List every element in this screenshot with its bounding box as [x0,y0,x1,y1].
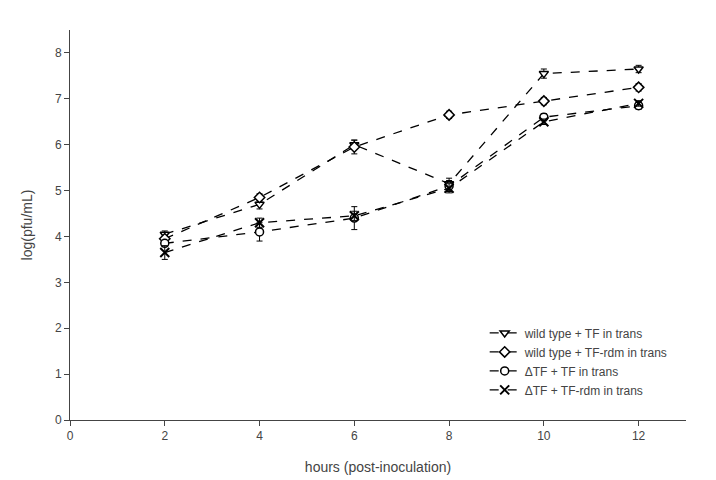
svg-text:wild type + TF in trans: wild type + TF in trans [524,327,643,341]
svg-text:hours (post-inoculation): hours (post-inoculation) [305,459,451,475]
svg-text:5: 5 [55,184,62,198]
svg-text:wild type + TF-rdm in trans: wild type + TF-rdm in trans [524,346,667,360]
svg-text:log(pfu/mL): log(pfu/mL) [19,190,35,261]
svg-text:12: 12 [632,429,646,443]
svg-text:1: 1 [55,367,62,381]
svg-text:6: 6 [55,138,62,152]
svg-text:6: 6 [351,429,358,443]
svg-text:10: 10 [537,429,551,443]
svg-text:0: 0 [67,429,74,443]
svg-text:8: 8 [55,46,62,60]
svg-text:ΔTF + TF in trans: ΔTF + TF in trans [525,365,618,379]
svg-text:4: 4 [256,429,263,443]
svg-text:7: 7 [55,92,62,106]
svg-text:4: 4 [55,230,62,244]
svg-text:8: 8 [446,429,453,443]
svg-text:3: 3 [55,276,62,290]
svg-text:2: 2 [161,429,168,443]
svg-text:2: 2 [55,321,62,335]
svg-text:0: 0 [55,413,62,427]
svg-text:ΔTF + TF-rdm in trans: ΔTF + TF-rdm in trans [525,384,643,398]
